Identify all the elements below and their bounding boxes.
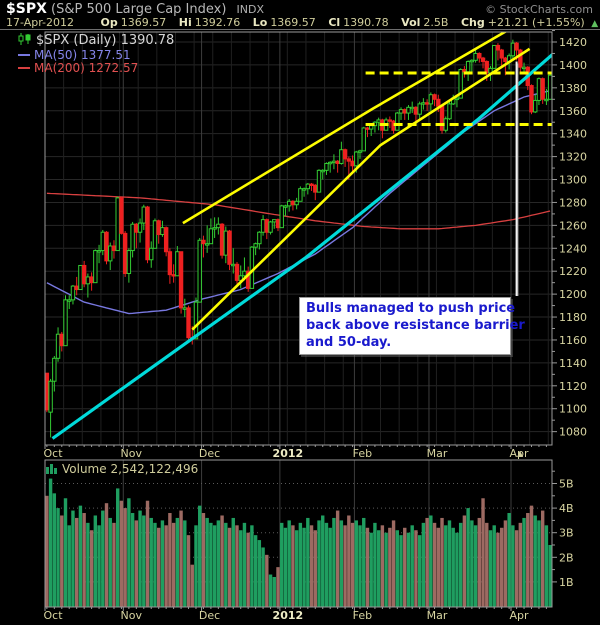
title-row: $SPX (S&P 500 Large Cap Index) INDX	[6, 1, 264, 17]
channel-lower-trendline	[191, 47, 531, 331]
ma200-line-swatch	[18, 67, 30, 69]
volume-bars-icon	[46, 464, 57, 474]
volume-value: 2.5B	[423, 16, 449, 29]
svg-text:1400: 1400	[559, 59, 587, 72]
svg-text:Dec: Dec	[199, 447, 220, 460]
svg-text:1100: 1100	[559, 403, 587, 416]
svg-text:1360: 1360	[559, 105, 587, 118]
annotation-line-3: and 50-day.	[306, 335, 392, 350]
chart-date: 17-Apr-2012	[6, 16, 75, 29]
annotation-box: Bulls managed to push price back above r…	[299, 297, 525, 355]
svg-text:2B: 2B	[559, 551, 574, 564]
symbol-name: (S&P 500 Large Cap Index)	[51, 2, 227, 17]
channel-upper-trendline	[182, 32, 508, 225]
svg-text:1320: 1320	[559, 151, 587, 164]
svg-text:1240: 1240	[559, 242, 587, 255]
legend-ma50: MA(50) 1377.51	[18, 48, 131, 62]
legend-series: $SPX (Daily) 1390.78	[18, 33, 174, 48]
change-up-arrow-icon: ▲	[591, 19, 599, 29]
svg-text:1300: 1300	[559, 174, 587, 187]
legend-ma50-label: MA(50) 1377.51	[34, 48, 131, 62]
svg-text:Mar: Mar	[427, 609, 448, 622]
volume-panel-legend: Volume 2,542,122,496	[46, 462, 198, 476]
svg-text:1340: 1340	[559, 128, 587, 141]
annotation-line-1: Bulls managed to push price	[306, 301, 516, 316]
volume-label: Vol	[401, 16, 421, 29]
svg-text:Dec: Dec	[199, 609, 220, 622]
svg-text:Oct: Oct	[43, 609, 63, 622]
svg-text:2012: 2012	[273, 609, 304, 622]
quote-row: 17-Apr-2012 Op 1369.57 Hi 1392.76 Lo 1369.5…	[6, 16, 598, 29]
chart-header: $SPX (S&P 500 Large Cap Index) INDX © St…	[0, 0, 600, 30]
legend-ma200-label: MA(200) 1272.57	[34, 61, 139, 75]
open-label: Op	[100, 16, 118, 29]
legend-series-label: $SPX (Daily) 1390.78	[36, 33, 175, 48]
svg-text:3B: 3B	[559, 527, 574, 540]
high-value: 1392.76	[194, 16, 241, 29]
svg-text:1080: 1080	[559, 426, 587, 439]
ma50-line-swatch	[18, 54, 30, 56]
svg-text:Apr: Apr	[509, 447, 529, 460]
close-value: 1390.78	[343, 16, 389, 29]
low-value: 1369.57	[270, 16, 316, 29]
open-value: 1369.57	[120, 16, 167, 29]
svg-text:1280: 1280	[559, 196, 587, 209]
svg-text:1260: 1260	[559, 219, 587, 232]
stockcharts-credit: © StockCharts.com	[485, 3, 593, 16]
legend-ma200: MA(200) 1272.57	[18, 61, 138, 75]
svg-text:1420: 1420	[559, 36, 587, 49]
svg-text:5B: 5B	[559, 478, 574, 491]
svg-text:Feb: Feb	[353, 609, 372, 622]
svg-text:1200: 1200	[559, 288, 587, 301]
volume-total-label: Volume 2,542,122,496	[62, 462, 199, 476]
svg-text:1B: 1B	[559, 576, 574, 589]
svg-text:Apr: Apr	[509, 609, 529, 622]
svg-text:1380: 1380	[559, 82, 587, 95]
svg-text:1140: 1140	[559, 357, 587, 370]
annotation-line-2: back above resistance barrier	[306, 318, 525, 333]
svg-text:1220: 1220	[559, 265, 587, 278]
svg-text:Mar: Mar	[427, 447, 448, 460]
change-value: +21.21 (+1.55%)	[487, 16, 585, 29]
long-term-support-trendline	[51, 52, 552, 440]
svg-text:4B: 4B	[559, 502, 574, 515]
svg-text:Nov: Nov	[121, 609, 143, 622]
high-label: Hi	[178, 16, 192, 29]
svg-text:Oct: Oct	[43, 447, 63, 460]
svg-text:Nov: Nov	[121, 447, 143, 460]
panel-toggle-arrow-icon[interactable]: ▲	[517, 449, 524, 458]
svg-text:Feb: Feb	[353, 447, 372, 460]
svg-text:1160: 1160	[559, 334, 587, 347]
svg-text:2012: 2012	[273, 447, 304, 460]
svg-text:1180: 1180	[559, 311, 587, 324]
svg-text:1120: 1120	[559, 380, 587, 393]
close-label: Cl	[328, 16, 341, 29]
low-label: Lo	[252, 16, 268, 29]
change-label: Chg	[460, 16, 485, 29]
exchange-label: INDX	[236, 3, 265, 16]
candlestick-icon	[18, 33, 31, 45]
symbol: $SPX	[6, 1, 47, 17]
